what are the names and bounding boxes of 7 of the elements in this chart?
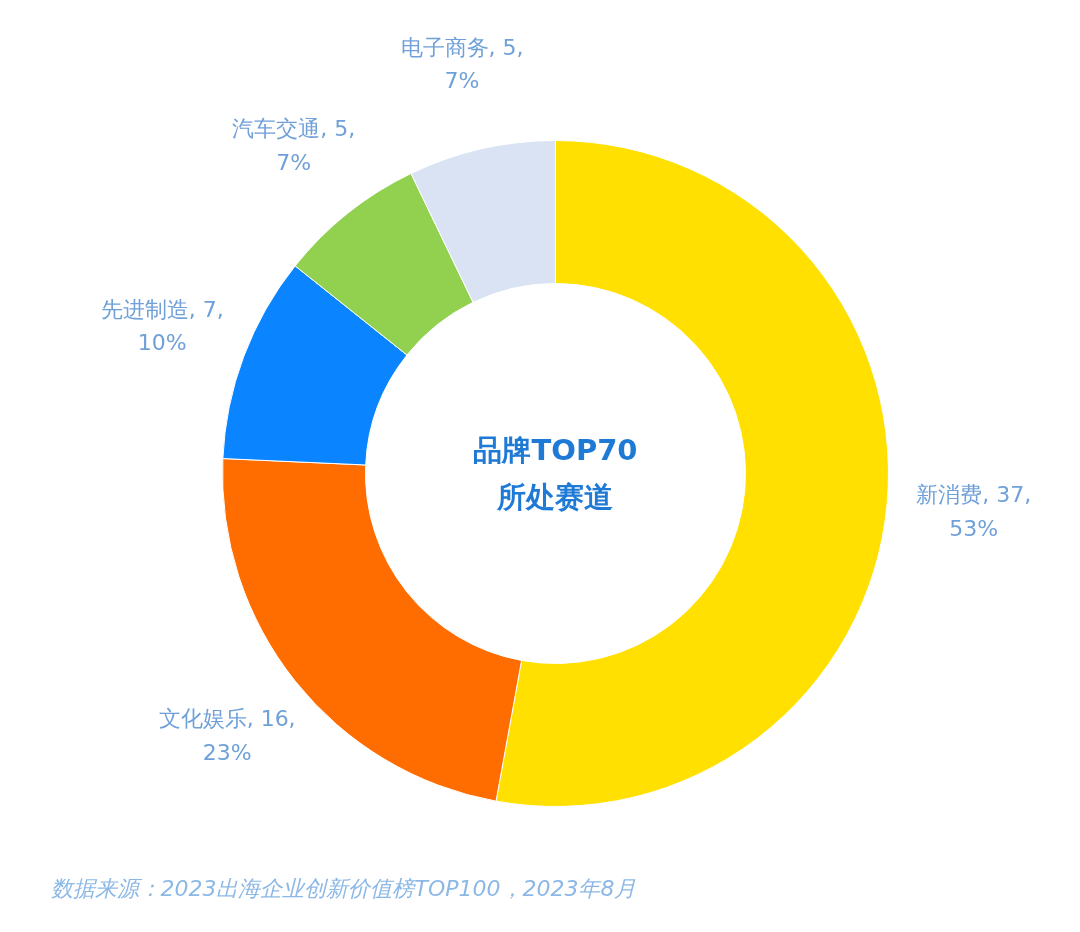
slice-label: 汽车交通, 5, 7% [232,115,356,175]
slice-label: 先进制造, 7, 10% [100,296,224,356]
slice-label: 文化娱乐, 16, 23% [158,705,296,765]
text: 品牌TOP70 所处赛道 [473,432,638,515]
slice-label: 新消费, 37, 53% [916,481,1032,541]
slice-label: 电子商务, 5, 7% [400,34,524,94]
source-note: 数据来源：2023出海企业创新价值榜TOP100，2023年8月 [50,876,637,901]
